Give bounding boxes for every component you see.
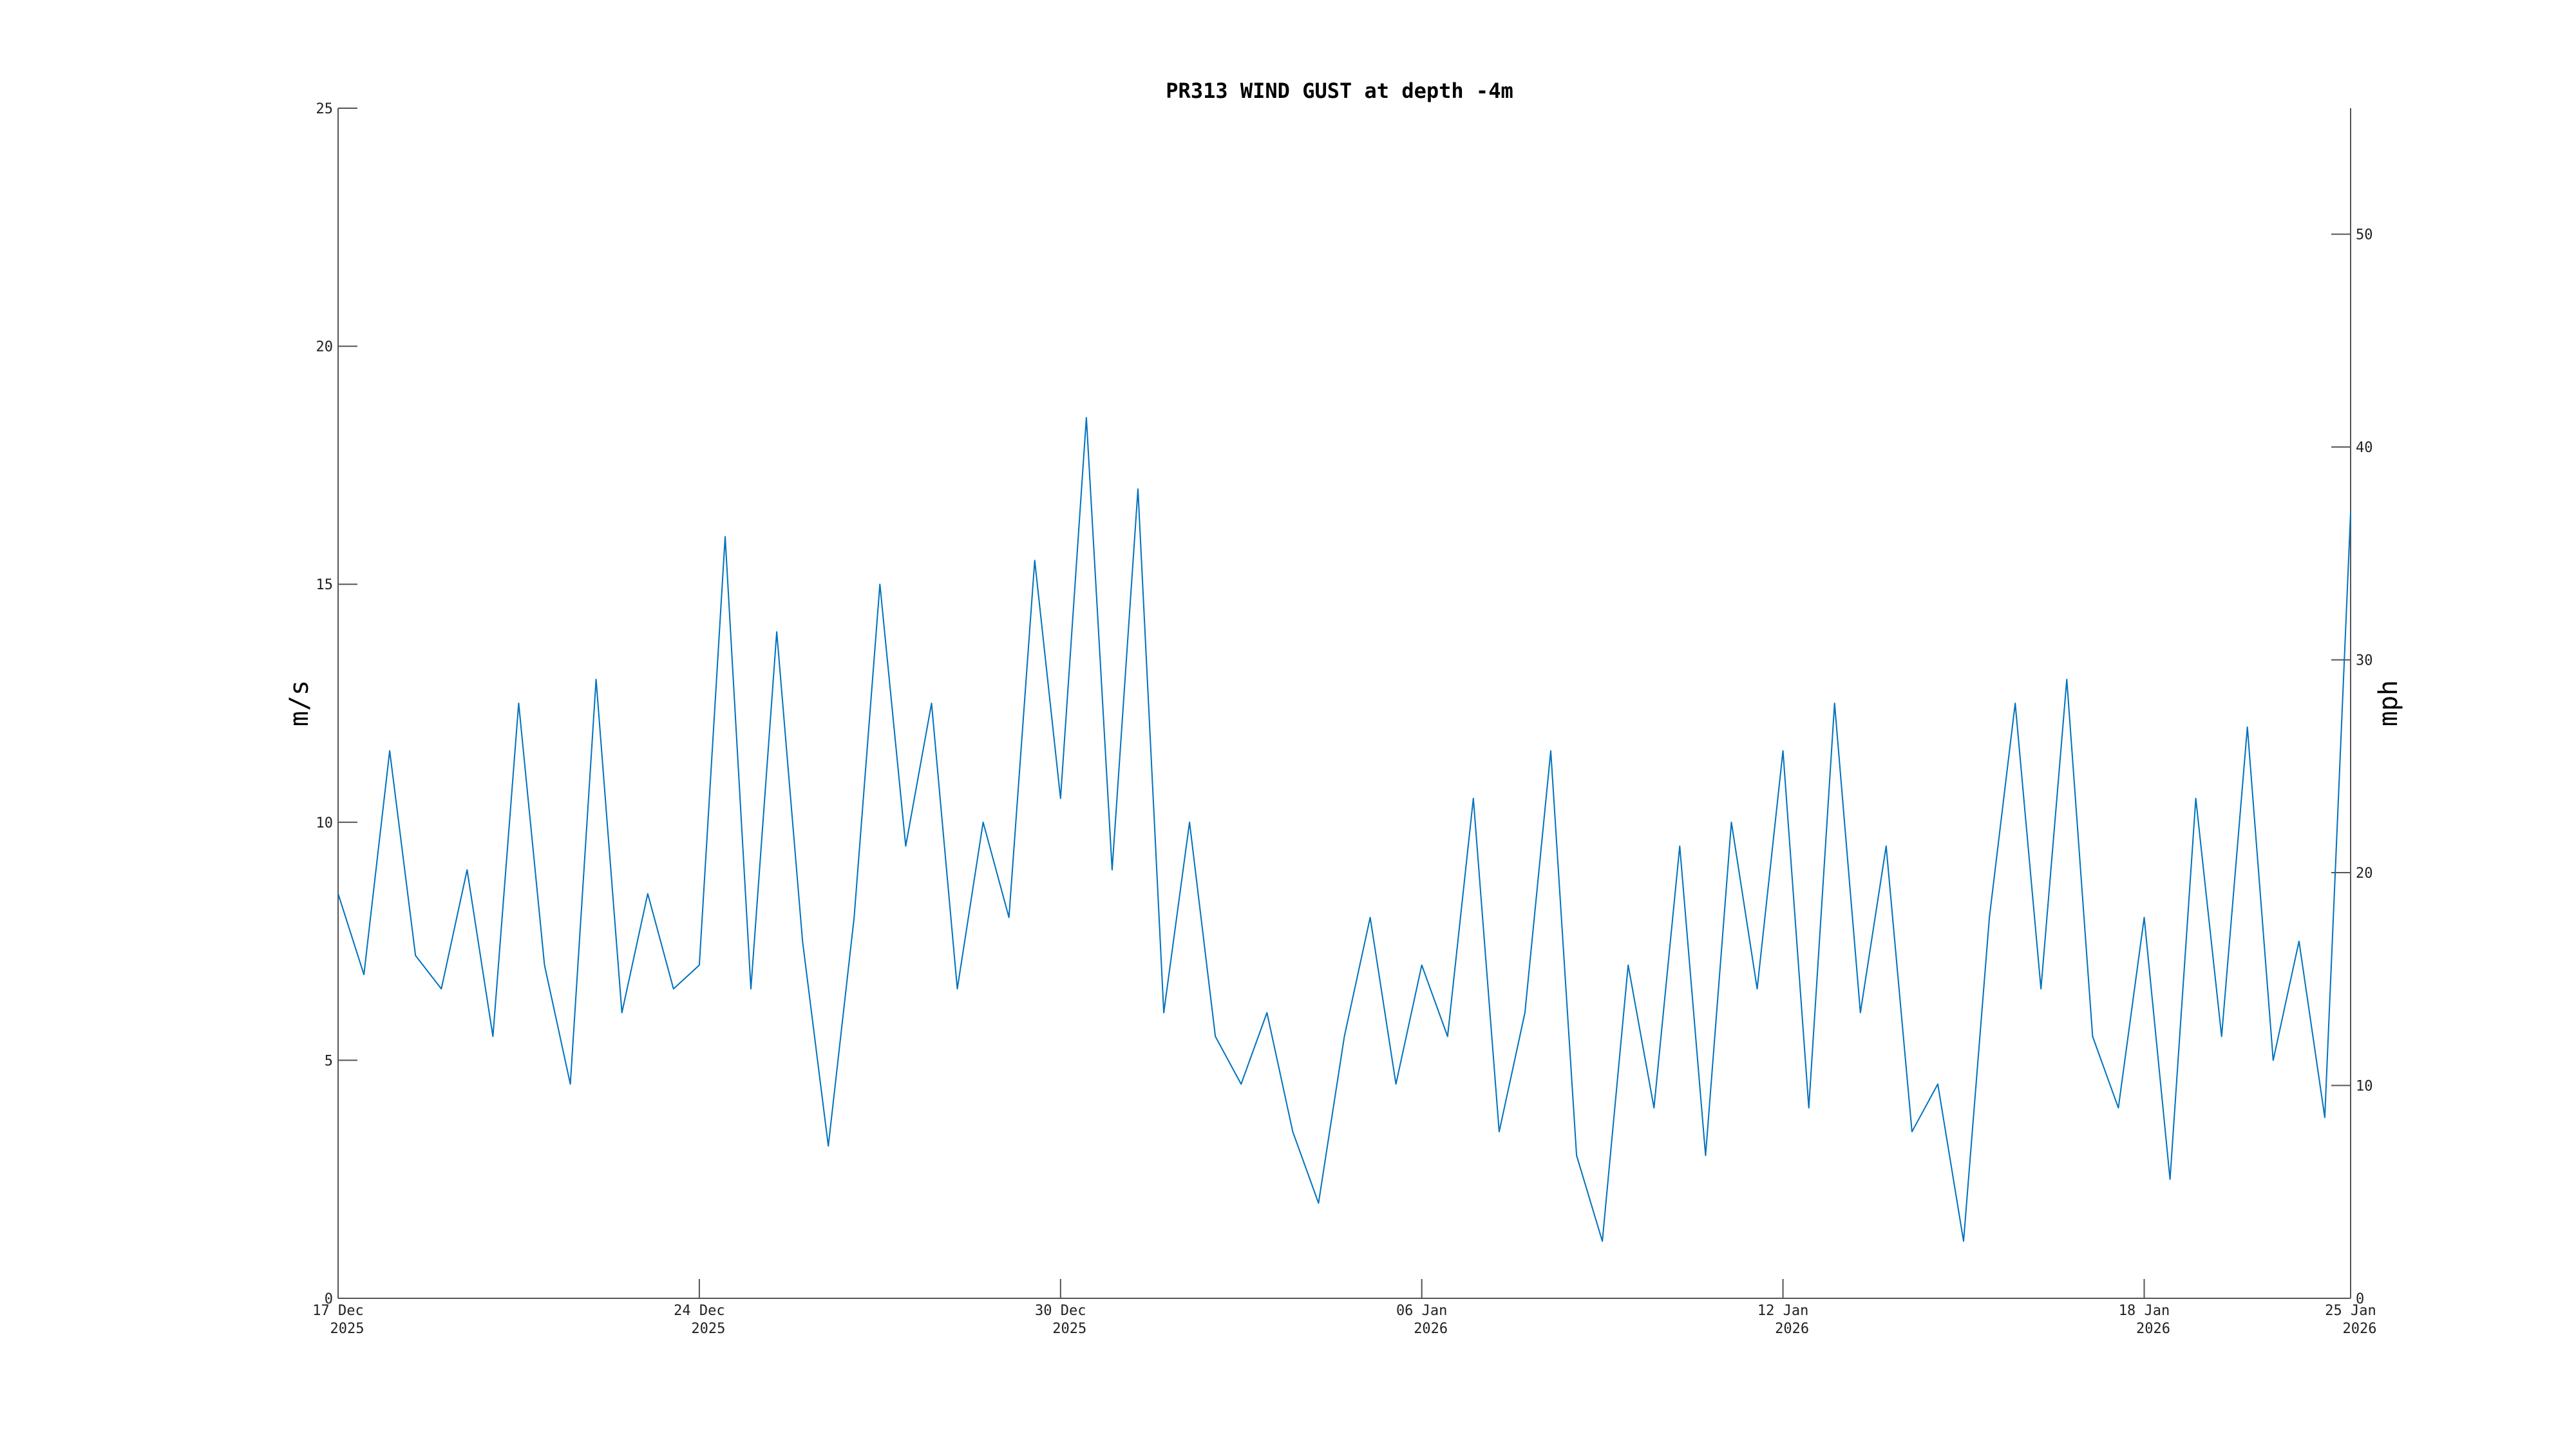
y-tick-label-right: 50 (2356, 227, 2373, 243)
x-tick-label: 12 Jan (1757, 1303, 1808, 1319)
x-tick-label: 24 Dec (674, 1303, 724, 1319)
x-tick-year: 2026 (2343, 1321, 2377, 1337)
y-tick-label-left: 25 (316, 101, 334, 117)
x-tick-year: 2025 (330, 1321, 365, 1337)
x-tick-year: 2026 (2136, 1321, 2170, 1337)
series-line (337, 417, 2351, 1242)
x-tick-year: 2025 (691, 1321, 725, 1337)
y-tick-label-right: 0 (2356, 1291, 2364, 1307)
x-tick-label: 06 Jan (1396, 1303, 1447, 1319)
y-tick-label-right: 20 (2356, 866, 2373, 882)
x-tick-label: 30 Dec (1035, 1303, 1086, 1319)
y-axis-label-left: m/s (285, 680, 314, 726)
x-tick-label: 17 Dec (312, 1303, 363, 1319)
y-tick-label-left: 0 (325, 1291, 333, 1307)
x-tick-year: 2026 (1414, 1321, 1448, 1337)
y-tick-label-left: 15 (316, 577, 334, 593)
chart-title: PR313 WIND GUST at depth -4m (1166, 79, 1513, 103)
y-tick-label-right: 10 (2356, 1079, 2373, 1095)
y-tick-label-left: 20 (316, 339, 334, 355)
x-tick-year: 2026 (1775, 1321, 1809, 1337)
x-tick-label: 18 Jan (2119, 1303, 2170, 1319)
x-tick-year: 2025 (1052, 1321, 1086, 1337)
y-tick-label-left: 5 (325, 1053, 333, 1069)
y-tick-label-right: 30 (2356, 653, 2373, 669)
y-tick-label-left: 10 (316, 815, 334, 831)
x-tick-label: 25 Jan (2325, 1303, 2376, 1319)
y-axis-label-right: mph (2374, 680, 2403, 726)
y-tick-label-right: 40 (2356, 440, 2373, 456)
